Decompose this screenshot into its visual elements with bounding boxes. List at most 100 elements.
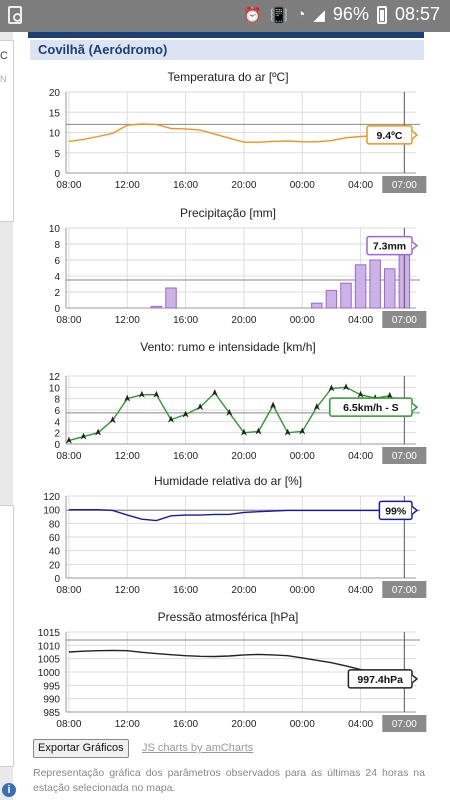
wind-direction-arrow bbox=[240, 428, 247, 436]
pressure-chart-title: Pressão atmosférica [hPa] bbox=[157, 610, 299, 624]
wind-direction-arrow bbox=[226, 408, 233, 416]
y-tick-label: 5 bbox=[54, 149, 60, 160]
y-tick-label: 8 bbox=[54, 395, 60, 406]
info-icon[interactable]: i bbox=[2, 783, 16, 797]
x-tick-label: 04:00 bbox=[348, 719, 373, 730]
x-tick-label: 16:00 bbox=[173, 315, 198, 326]
humidity-tooltip-pointer bbox=[411, 505, 419, 515]
pressure-tooltip-pointer bbox=[411, 674, 419, 684]
left-panel-fragment: N bbox=[0, 74, 7, 84]
x-tick-label: 12:00 bbox=[115, 719, 140, 730]
x-tick-label: 08:00 bbox=[56, 719, 81, 730]
y-tick-label: 40 bbox=[49, 547, 61, 558]
humidity-chart[interactable]: 0 20 40 60 80 100 120 08:00 12:00 16:00 20:00 00:00… bbox=[28, 492, 428, 602]
precipitation-bar bbox=[325, 289, 338, 309]
y-tick-label: 15 bbox=[49, 108, 61, 119]
x-tick-label: 00:00 bbox=[290, 180, 315, 191]
vibrate-icon: 📳 bbox=[269, 6, 289, 24]
wind-direction-arrow bbox=[153, 390, 160, 398]
status-bar: ⏰ 📳 ◔ ◢ 96% 08:57 bbox=[0, 0, 450, 32]
wind-direction-arrow bbox=[168, 415, 174, 423]
amcharts-credit-link[interactable]: JS charts by amCharts bbox=[142, 742, 254, 754]
wind-direction-arrow bbox=[270, 401, 277, 409]
cursor-label-box bbox=[382, 447, 427, 464]
x-tick-label: 16:00 bbox=[173, 719, 198, 730]
wind-direction-arrow bbox=[284, 428, 291, 436]
wind-direction-arrow bbox=[109, 416, 116, 424]
temperature-chart-title: Temperatura do ar [ºC] bbox=[167, 70, 289, 84]
wind-chart-title: Vento: rumo e intensidade [km/h] bbox=[140, 340, 316, 354]
x-tick-label: 12:00 bbox=[115, 585, 140, 596]
wind-direction-arrow bbox=[343, 383, 349, 391]
y-tick-label: 1000 bbox=[38, 668, 61, 679]
humidity-series-line bbox=[68, 509, 405, 522]
y-tick-label: 2 bbox=[54, 429, 60, 440]
precipitation-bar bbox=[165, 287, 177, 309]
cursor-label: 07:00 bbox=[392, 585, 417, 596]
y-tick-label: 995 bbox=[43, 681, 60, 692]
wind-direction-arrow bbox=[124, 394, 131, 402]
precipitation-bar bbox=[150, 305, 163, 309]
y-tick-label: 1005 bbox=[38, 655, 61, 666]
y-tick-label: 0 bbox=[54, 169, 60, 180]
wind-tooltip-value: 6.5km/h - S bbox=[343, 402, 398, 414]
clock: 08:57 bbox=[394, 4, 440, 24]
temperature-tooltip-value: 9.4ºC bbox=[376, 130, 402, 142]
precipitation-tooltip-pointer bbox=[411, 241, 419, 251]
temperature-chart[interactable]: 0 5 10 15 20 08:00 12:00 16:00 20:00 00:00 04:00 07… bbox=[28, 88, 428, 198]
left-panel-lower[interactable] bbox=[0, 505, 14, 767]
y-tick-label: 8 bbox=[54, 240, 60, 251]
x-tick-label: 08:00 bbox=[56, 315, 81, 326]
x-tick-label: 00:00 bbox=[290, 585, 315, 596]
y-tick-label: 4 bbox=[54, 272, 60, 283]
y-tick-label: 10 bbox=[49, 224, 61, 235]
x-tick-label: 16:00 bbox=[173, 180, 198, 191]
wind-series-line bbox=[68, 386, 405, 442]
export-charts-button[interactable]: Exportar Gráficos bbox=[33, 739, 129, 758]
left-panel-fragment: C bbox=[0, 50, 8, 62]
wind-direction-arrow bbox=[386, 391, 393, 399]
pressure-series-line bbox=[68, 649, 405, 680]
wind-direction-arrow bbox=[211, 389, 218, 396]
cursor-label: 07:00 bbox=[392, 719, 417, 730]
y-tick-label: 20 bbox=[49, 560, 61, 571]
wifi-icon: ◔ bbox=[296, 6, 306, 23]
y-tick-label: 10 bbox=[49, 383, 61, 394]
x-tick-label: 20:00 bbox=[231, 180, 256, 191]
y-tick-label: 1015 bbox=[38, 628, 61, 639]
station-title: Covilhã (Aeródromo) bbox=[30, 40, 424, 60]
x-tick-label: 04:00 bbox=[348, 451, 373, 462]
alarm-icon: ⏰ bbox=[242, 6, 262, 24]
humidity-chart-title: Humidade relativa do ar [%] bbox=[153, 474, 303, 488]
wind-direction-arrow bbox=[328, 384, 335, 392]
chart-description: Representação gráfica dos parâmetros obs… bbox=[33, 767, 425, 794]
y-tick-label: 990 bbox=[43, 695, 60, 706]
x-tick-label: 12:00 bbox=[115, 180, 140, 191]
humidity-tooltip-value: 99% bbox=[385, 505, 407, 517]
cursor-label: 07:00 bbox=[392, 315, 417, 326]
header-bar bbox=[28, 32, 424, 38]
x-tick-label: 20:00 bbox=[231, 719, 256, 730]
left-panel-upper[interactable] bbox=[0, 40, 14, 222]
precipitation-bar bbox=[340, 282, 352, 309]
wind-direction-arrow bbox=[197, 403, 204, 411]
x-tick-label: 00:00 bbox=[290, 315, 315, 326]
x-tick-label: 00:00 bbox=[290, 451, 315, 462]
precipitation-bar bbox=[311, 302, 323, 309]
wind-direction-arrow bbox=[182, 410, 189, 418]
x-tick-label: 20:00 bbox=[231, 451, 256, 462]
x-tick-label: 16:00 bbox=[173, 451, 198, 462]
precipitation-chart[interactable]: 0 2 4 6 8 10 08:00 12:00 16:00 20:00 00:00 04:00 07:… bbox=[28, 222, 428, 334]
pressure-chart[interactable]: 985 990 995 1000 1005 1010 1015 08:00 12:00 16:00… bbox=[28, 626, 428, 732]
y-tick-label: 985 bbox=[43, 708, 60, 719]
y-tick-label: 0 bbox=[54, 574, 60, 585]
wind-direction-arrow bbox=[138, 390, 145, 398]
wind-tooltip-pointer bbox=[411, 402, 419, 412]
image-notification-icon bbox=[8, 6, 22, 24]
y-tick-label: 1010 bbox=[38, 641, 61, 652]
y-tick-label: 12 bbox=[49, 372, 61, 383]
x-tick-label: 04:00 bbox=[348, 180, 373, 191]
cursor-label: 07:00 bbox=[392, 180, 417, 191]
wind-direction-arrow bbox=[299, 427, 306, 435]
